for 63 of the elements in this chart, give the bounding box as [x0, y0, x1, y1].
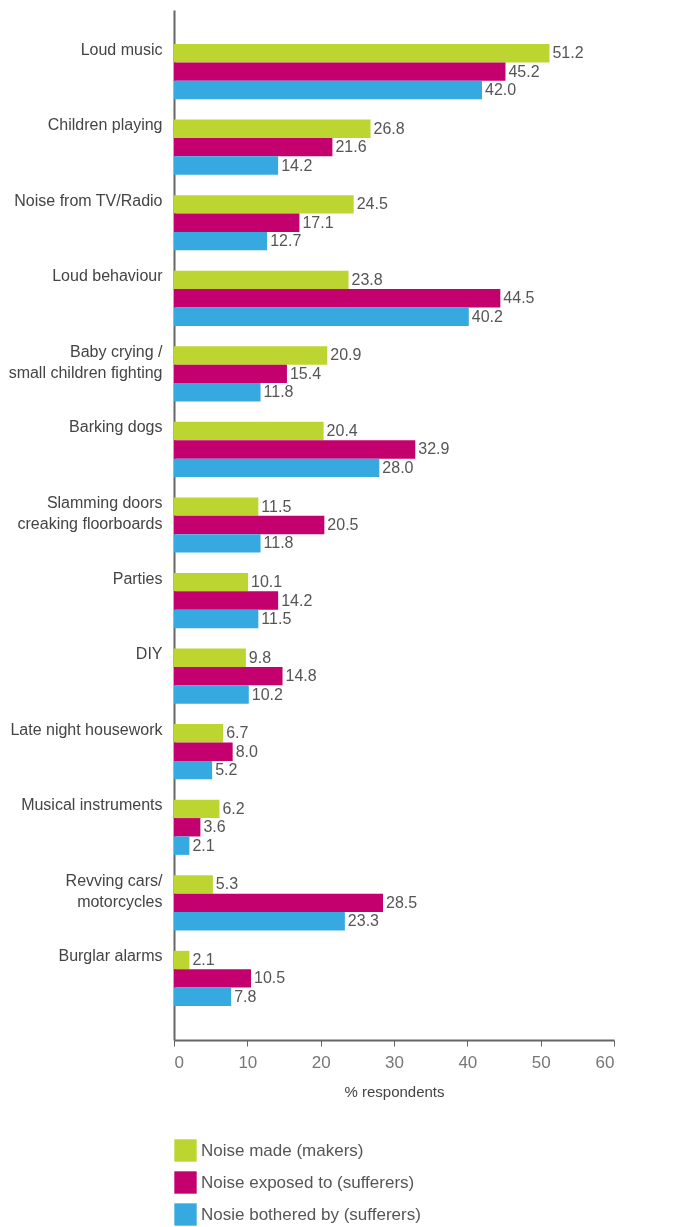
data-label: 2.1 [192, 836, 215, 854]
y-tick-label: Loud music [80, 40, 163, 58]
data-label: 20.5 [327, 516, 359, 533]
data-label: 8.0 [235, 742, 259, 760]
data-label: 7.8 [234, 987, 257, 1005]
data-label: 10.1 [251, 573, 283, 591]
x-axis-title: % respondents [344, 1082, 445, 1100]
data-label: 51.2 [552, 44, 584, 62]
x-tick-label: 60 [595, 1052, 615, 1072]
legend-label: Noise made (makers) [201, 1140, 364, 1160]
data-label: 23.8 [351, 270, 383, 288]
y-tick-label: Barking dogs [69, 418, 163, 436]
data-label: 45.2 [508, 62, 540, 80]
data-label: 12.7 [270, 232, 302, 250]
x-tick-label: 50 [531, 1052, 551, 1072]
data-label: 6.7 [226, 724, 249, 742]
x-tick-label: 30 [385, 1052, 404, 1072]
y-tick-label: Slamming doors creaking floorboards [17, 494, 163, 532]
x-tick-label: 40 [458, 1052, 478, 1072]
data-label: 11.8 [263, 383, 294, 401]
data-label: 5.2 [215, 761, 238, 779]
x-tick-label: 0 [174, 1052, 184, 1072]
legend-label: Nosie bothered by (sufferers) [201, 1204, 421, 1224]
data-label: 42.0 [485, 80, 517, 98]
y-tick-label: Parties [112, 569, 163, 587]
y-tick-label: Noise from TV/Radio [14, 191, 163, 209]
data-label: 15.4 [289, 364, 322, 382]
data-label: 3.6 [203, 818, 226, 836]
data-label: 10.5 [254, 969, 286, 987]
x-tick-label: 20 [311, 1052, 331, 1072]
data-label: 14.2 [281, 591, 313, 609]
data-label: 21.6 [335, 138, 367, 156]
data-label: 14.2 [281, 156, 313, 174]
data-label: 10.2 [251, 685, 284, 703]
data-label: 24.5 [356, 195, 388, 213]
data-label: 20.4 [326, 422, 358, 440]
data-label: 28.5 [386, 893, 418, 911]
y-tick-label: Burglar alarms [58, 947, 163, 965]
data-label: 11.8 [263, 534, 294, 552]
y-tick-label: Baby crying / small children fighting [8, 342, 164, 381]
data-label: 26.8 [373, 119, 405, 137]
y-tick-label: DIY [135, 645, 163, 663]
y-tick-label: Musical instruments [21, 796, 163, 814]
data-label: 44.5 [503, 289, 535, 307]
data-label: 17.1 [302, 213, 334, 231]
data-label: 28.0 [382, 458, 414, 476]
data-label: 2.1 [192, 951, 215, 969]
data-label: 11.5 [261, 609, 292, 627]
data-label: 40.2 [471, 307, 504, 325]
data-label: 20.9 [330, 346, 362, 364]
y-tick-label: Late night housework [10, 720, 164, 738]
data-label: 32.9 [418, 440, 450, 458]
data-label: 23.3 [347, 912, 380, 930]
legend-label: Noise exposed to (sufferers) [201, 1172, 415, 1192]
y-tick-label: Revving cars/ motorcycles [65, 871, 164, 910]
y-tick-label: Loud behaviour [52, 267, 164, 285]
data-label: 11.5 [261, 497, 292, 515]
y-tick-label: Children playing [47, 116, 163, 134]
data-label: 9.8 [248, 648, 272, 666]
data-label: 14.8 [285, 667, 317, 685]
x-tick-label: 10 [238, 1052, 258, 1072]
data-label: 5.3 [215, 875, 239, 893]
data-label: 6.2 [222, 799, 245, 817]
